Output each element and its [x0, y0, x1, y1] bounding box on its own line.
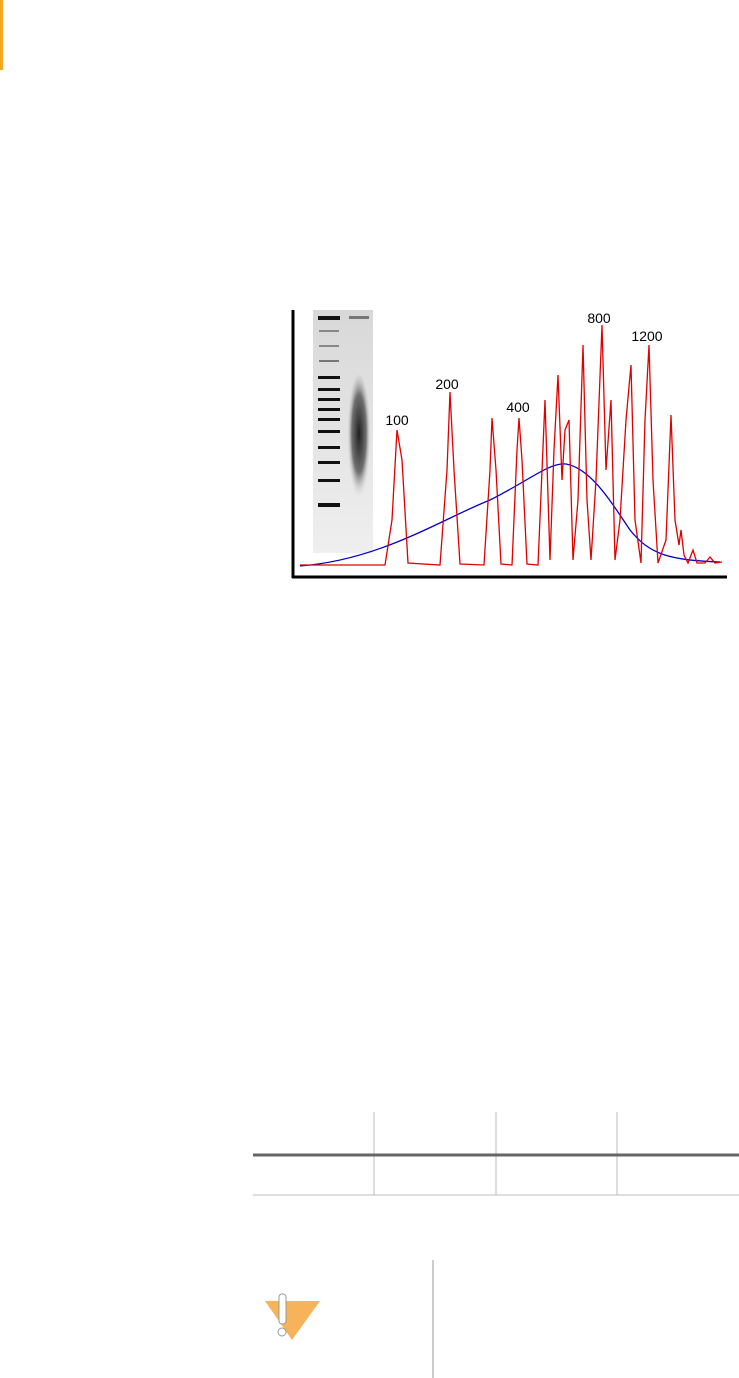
red-trace — [300, 324, 723, 566]
figure: 100 200 400 800 1200 — [291, 310, 727, 579]
caution-icon — [265, 1293, 320, 1340]
gel-smear — [347, 375, 371, 505]
peak-label: 400 — [506, 399, 530, 415]
peak-label: 200 — [435, 376, 459, 392]
margin-bar — [0, 0, 3, 70]
peak-label: 100 — [385, 412, 409, 428]
peak-label: 1200 — [631, 328, 662, 344]
peak-label: 800 — [587, 310, 611, 326]
table — [253, 1112, 739, 1196]
gel-ladder — [318, 316, 369, 507]
